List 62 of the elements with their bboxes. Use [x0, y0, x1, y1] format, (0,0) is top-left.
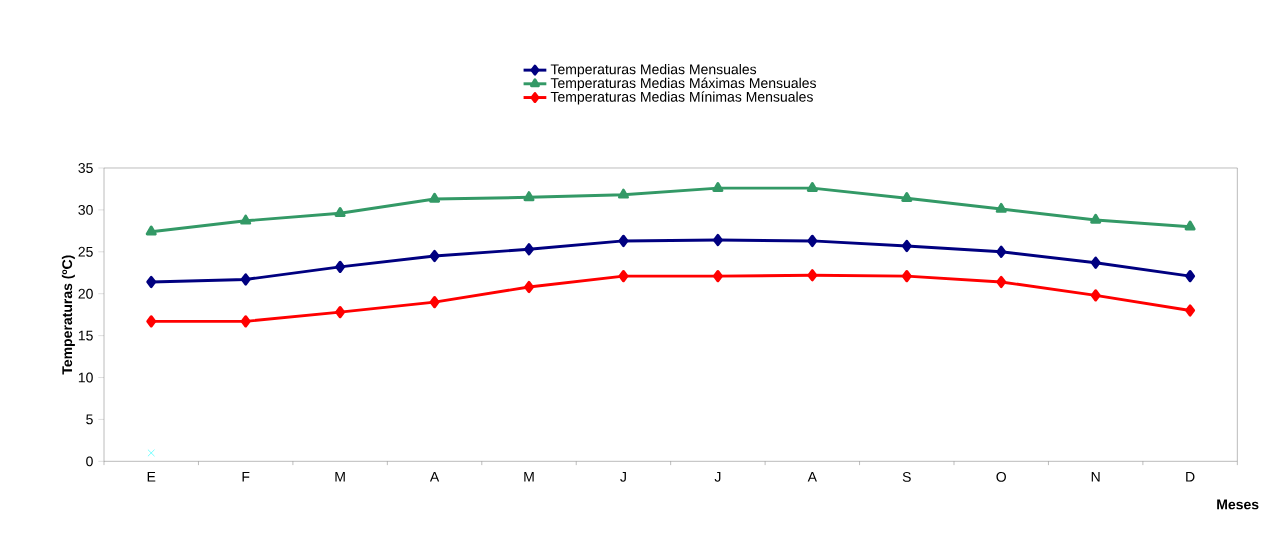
point	[712, 270, 723, 283]
point	[1090, 256, 1101, 270]
x-tick-label: J	[714, 472, 721, 482]
y-tick-label: 0	[86, 456, 93, 467]
x-tick-label: M	[335, 472, 345, 482]
point	[523, 191, 535, 202]
point	[901, 270, 912, 283]
y-tick-label: 15	[78, 330, 93, 341]
point	[901, 192, 913, 203]
point	[618, 270, 629, 283]
point	[995, 203, 1007, 214]
point	[335, 306, 346, 319]
point	[146, 315, 157, 328]
y-tick-label: 20	[78, 288, 93, 299]
y-tick-label: 25	[78, 247, 93, 257]
point	[901, 239, 912, 253]
x-axis-title: Meses	[1217, 499, 1259, 510]
point	[524, 243, 534, 256]
x-tick-label: D	[1186, 472, 1195, 482]
point	[996, 276, 1007, 289]
point	[712, 182, 724, 193]
y-axis-title: Temperaturas (ºC)	[61, 255, 75, 375]
point	[147, 449, 155, 457]
x-tick-label: E	[147, 472, 156, 482]
x-tick-label: A	[429, 472, 440, 482]
x-tick-label: J	[620, 472, 626, 482]
point	[240, 273, 251, 286]
y-tick-label: 30	[78, 205, 93, 216]
y-tick-label: 35	[78, 163, 93, 174]
point	[1184, 220, 1196, 231]
point	[807, 269, 818, 282]
point	[429, 193, 441, 203]
point	[1090, 213, 1102, 224]
y-tick-label: 5	[86, 414, 93, 425]
point	[335, 260, 346, 274]
point	[429, 250, 440, 263]
point	[240, 315, 251, 328]
x-tick-label: A	[807, 472, 817, 482]
x-tick-label: N	[1091, 472, 1100, 482]
point	[1185, 304, 1196, 317]
legend-label: Temperaturas Medias Mensuales	[550, 64, 757, 78]
point	[1185, 270, 1196, 283]
legend-label: Temperaturas Medias Máximas Mensuales	[550, 77, 816, 91]
x-tick-label: M	[524, 472, 534, 482]
point	[145, 225, 157, 236]
point	[807, 234, 818, 248]
x-tick-label: F	[242, 472, 250, 482]
legend-label: Temperaturas Medias Mínimas Mensuales	[550, 91, 813, 105]
point	[617, 188, 629, 199]
point	[806, 182, 818, 193]
point	[712, 234, 723, 247]
point	[429, 296, 440, 309]
point	[1090, 289, 1101, 302]
point	[334, 207, 346, 218]
y-tick-label: 10	[78, 372, 93, 383]
x-tick-label: S	[902, 472, 911, 483]
point	[146, 276, 157, 289]
point	[996, 245, 1007, 259]
point	[618, 234, 629, 248]
point	[240, 214, 252, 225]
x-tick-label: O	[996, 472, 1006, 483]
point	[524, 281, 534, 294]
